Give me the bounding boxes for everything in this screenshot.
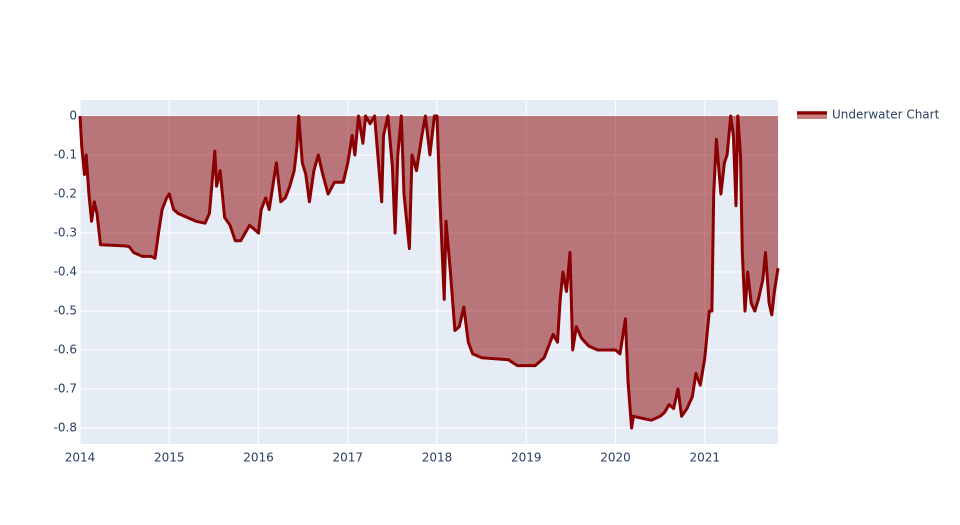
y-tick-label: -0.3 — [54, 225, 77, 239]
area-line — [78, 114, 780, 430]
y-tick-label: -0.4 — [54, 265, 77, 279]
legend-label[interactable]: Underwater Chart — [832, 108, 940, 122]
y-tick-label: -0.8 — [54, 421, 77, 435]
y-tick-label: 0 — [69, 108, 77, 122]
x-tick-label: 2021 — [690, 451, 721, 465]
x-tick-label: 2018 — [422, 451, 453, 465]
y-tick-label: -0.6 — [54, 343, 77, 357]
x-tick-label: 2014 — [65, 451, 96, 465]
y-tick-label: -0.1 — [54, 147, 77, 161]
y-tick-label: -0.2 — [54, 186, 77, 200]
y-tick-label: -0.5 — [54, 304, 77, 318]
x-tick-label: 2015 — [154, 451, 185, 465]
x-tick-label: 2016 — [243, 451, 274, 465]
x-tick-label: 2020 — [600, 451, 631, 465]
x-tick-label: 2019 — [511, 451, 542, 465]
y-tick-label: -0.7 — [54, 382, 77, 396]
x-tick-label: 2017 — [333, 451, 364, 465]
legend-swatch[interactable] — [797, 111, 827, 119]
